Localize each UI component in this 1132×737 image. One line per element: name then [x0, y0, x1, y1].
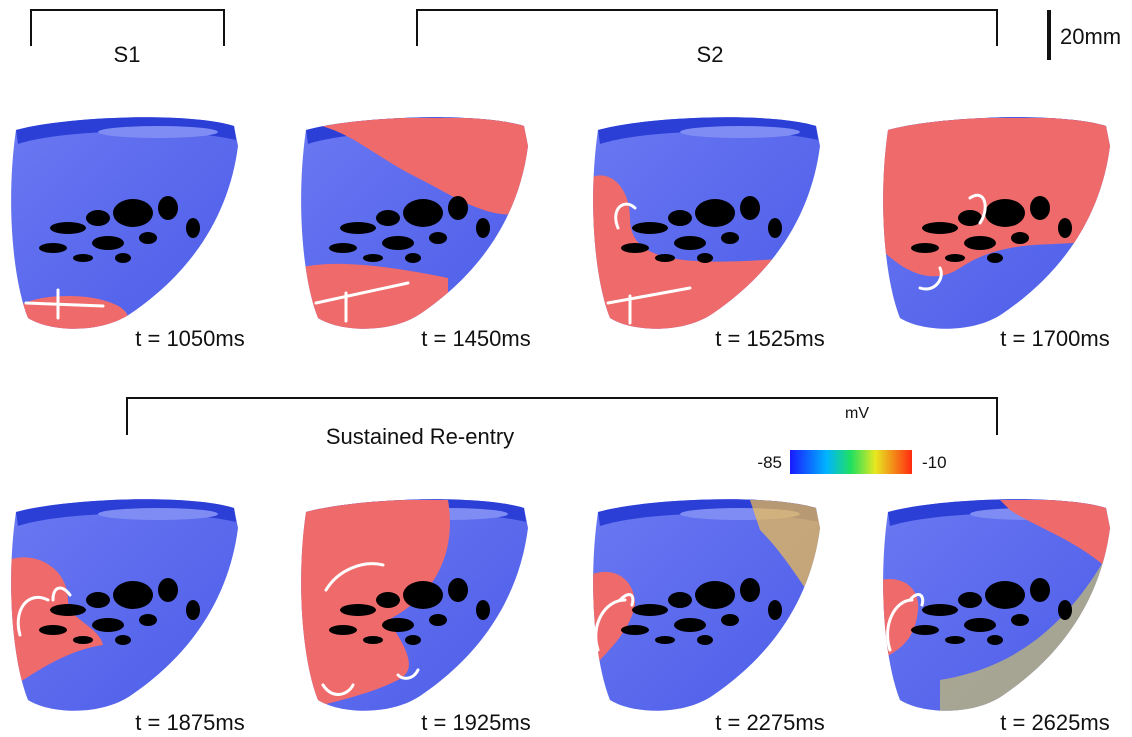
- time-label: t = 1450ms: [421, 326, 530, 351]
- heart: [8, 499, 238, 710]
- time-label: t = 2275ms: [715, 710, 824, 735]
- time-label: t = 1525ms: [715, 326, 824, 351]
- time-label: t = 1925ms: [421, 710, 530, 735]
- heart: [880, 499, 1120, 730]
- colorbar-max: -10: [922, 453, 947, 472]
- time-label: t = 1050ms: [135, 326, 244, 351]
- time-label: t = 1700ms: [1000, 326, 1109, 351]
- heart: [590, 499, 830, 710]
- s2-bracket: [417, 10, 997, 46]
- time-label: t = 2625ms: [1000, 710, 1109, 735]
- scale-label: 20mm: [1060, 24, 1121, 49]
- colorbar: mV -85 -10: [757, 405, 946, 474]
- reentry-label: Sustained Re-entry: [326, 424, 514, 449]
- s2-label: S2: [697, 42, 724, 67]
- s1-label: S1: [114, 42, 141, 67]
- row2-times: t = 1875ms t = 1925ms t = 2275ms t = 262…: [135, 710, 1109, 735]
- colorbar-unit: mV: [845, 405, 869, 422]
- s1-bracket: [31, 10, 224, 46]
- colorbar-gradient: [790, 450, 912, 474]
- colorbar-min: -85: [757, 453, 782, 472]
- heart: [590, 117, 820, 348]
- heart: [880, 117, 1120, 328]
- figure: S1 S2 20mm t = 1050ms t = 1450ms t = 152…: [0, 0, 1132, 737]
- heart: [298, 499, 528, 710]
- time-label: t = 1875ms: [135, 710, 244, 735]
- header: S1 S2 20mm: [31, 10, 1121, 67]
- heart: [298, 117, 538, 348]
- row1-times: t = 1050ms t = 1450ms t = 1525ms t = 170…: [135, 326, 1109, 351]
- heart: [8, 117, 238, 340]
